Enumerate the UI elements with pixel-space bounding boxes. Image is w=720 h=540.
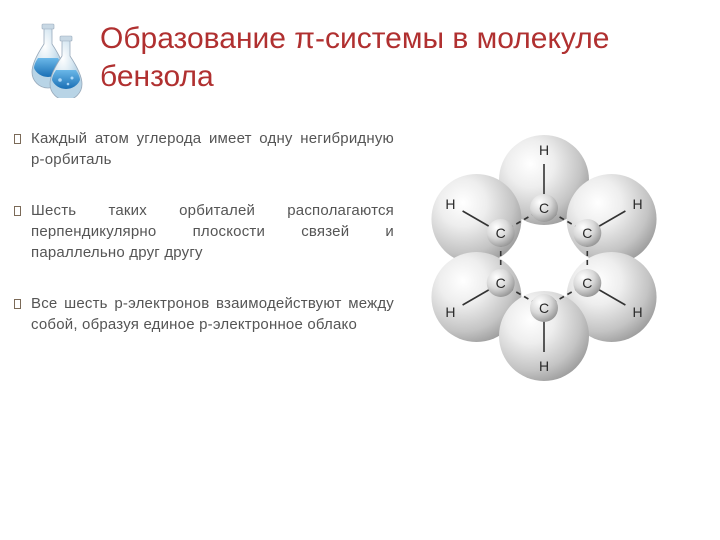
svg-text:H: H [445,304,455,320]
bullet-text: Каждый атом углерода имеет одну негибрид… [31,128,394,170]
svg-text:H: H [632,196,642,212]
bullet-text: Шесть таких орбиталей располагаются перп… [31,200,394,263]
svg-text:C: C [539,200,549,216]
list-item: Шесть таких орбиталей располагаются перп… [14,200,394,263]
bullet-icon [14,299,21,309]
list-item: Каждый атом углерода имеет одну негибрид… [14,128,394,170]
svg-text:H: H [539,142,549,158]
list-item: Все шесть р-электронов взаимодействуют м… [14,293,394,335]
svg-text:H: H [539,358,549,374]
bullet-text: Все шесть р-электронов взаимодействуют м… [31,293,394,335]
svg-text:C: C [496,275,506,291]
benzene-diagram: C C C C C C H H H H H H [414,128,674,388]
bullet-list: Каждый атом углерода имеет одну негибрид… [14,128,394,388]
svg-text:C: C [582,225,592,241]
flask-icon [18,18,88,98]
bullet-icon [14,134,21,144]
svg-text:H: H [445,196,455,212]
svg-text:C: C [496,225,506,241]
page-title: Образование π-системы в молекуле бензола [100,18,700,95]
svg-text:C: C [539,300,549,316]
svg-text:H: H [632,304,642,320]
svg-text:C: C [582,275,592,291]
bullet-icon [14,206,21,216]
